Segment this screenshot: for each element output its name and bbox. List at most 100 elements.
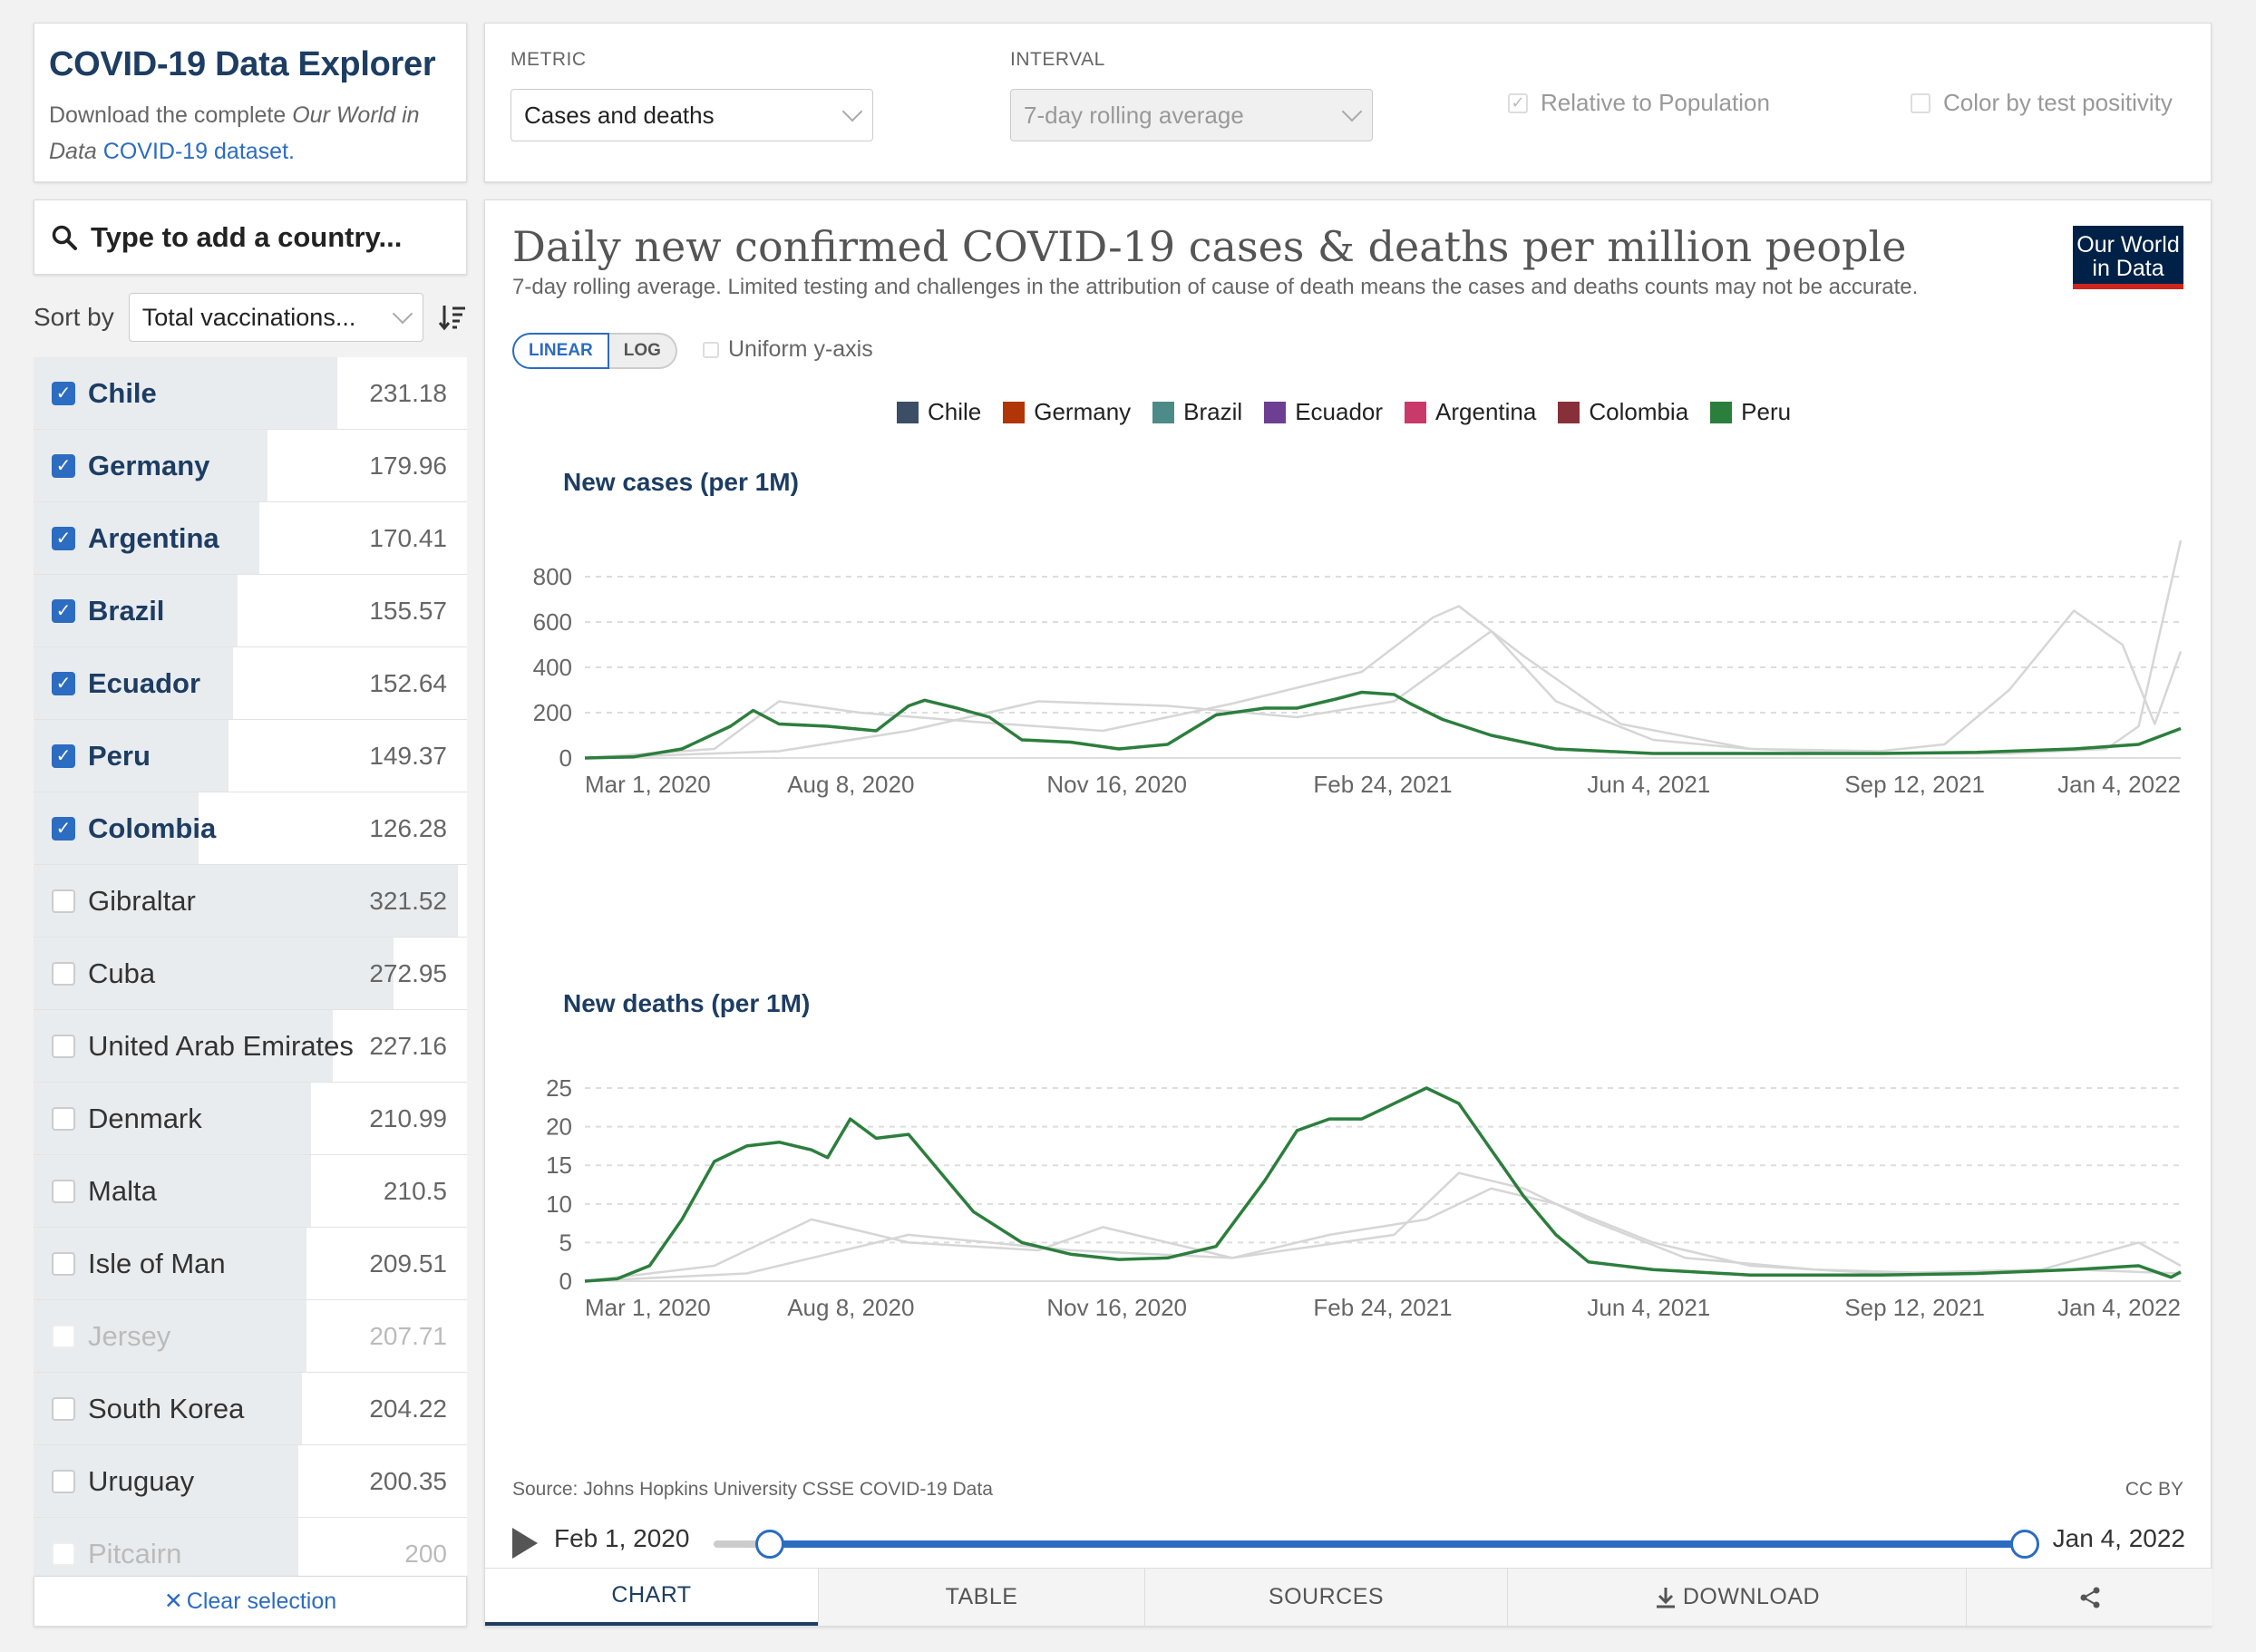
legend-item[interactable]: Chile <box>897 398 981 426</box>
country-value-bar <box>34 1445 298 1517</box>
close-icon: ✕ <box>163 1589 183 1614</box>
country-search[interactable]: Type to add a country... <box>34 199 467 275</box>
license-label[interactable]: CC BY <box>2125 1479 2183 1500</box>
empty-checkbox-icon[interactable] <box>52 1396 75 1421</box>
empty-checkbox-icon[interactable] <box>52 1251 75 1276</box>
country-name: Colombia <box>88 811 217 844</box>
legend-swatch <box>1710 401 1733 423</box>
tab-share[interactable] <box>1966 1569 2212 1626</box>
country-value-bar <box>34 865 459 937</box>
sort-select[interactable]: Total vaccinations... <box>128 293 423 342</box>
country-row[interactable]: ✓ Peru 149.37 <box>34 720 467 792</box>
country-row[interactable]: Gibraltar 321.52 <box>34 865 467 938</box>
legend-swatch <box>1003 401 1026 423</box>
metric-select[interactable]: Cases and deaths <box>511 89 873 141</box>
country-row[interactable]: ✓ Ecuador 152.64 <box>34 647 467 720</box>
country-row[interactable]: Malta 210.5 <box>34 1155 467 1228</box>
legend-item[interactable]: Germany <box>1003 398 1131 426</box>
y-tick-label: 400 <box>533 654 572 681</box>
empty-checkbox-icon[interactable] <box>52 1179 75 1203</box>
country-name: Pitcairn <box>88 1537 182 1569</box>
empty-checkbox-icon[interactable] <box>52 889 75 913</box>
share-icon <box>2080 1587 2099 1608</box>
legend-swatch <box>897 401 919 423</box>
timeline-end-handle[interactable] <box>2010 1530 2039 1559</box>
timeline-range <box>770 1540 2025 1548</box>
country-value: 179.96 <box>369 451 447 480</box>
country-row[interactable]: Jersey 207.71 <box>34 1300 467 1373</box>
empty-checkbox-icon[interactable] <box>52 1541 75 1566</box>
uniform-label: Uniform y-axis <box>728 336 873 362</box>
empty-checkbox-icon[interactable] <box>52 1324 75 1348</box>
series-line-chile <box>584 605 2183 760</box>
timeline-start-handle[interactable] <box>755 1530 784 1559</box>
checked-checkbox-icon[interactable]: ✓ <box>52 743 75 768</box>
relative-to-population-checkbox[interactable]: ✓ Relative to Population <box>1508 89 1770 117</box>
country-value: 152.64 <box>369 668 447 697</box>
tab-sources[interactable]: SOURCES <box>1144 1569 1507 1626</box>
empty-checkbox-icon[interactable] <box>52 1106 75 1131</box>
tab-table[interactable]: TABLE <box>818 1569 1144 1626</box>
legend-item[interactable]: Colombia <box>1558 398 1688 426</box>
country-name: Uruguay <box>88 1464 195 1497</box>
x-tick-label: Jan 4, 2022 <box>2057 1294 2181 1321</box>
empty-checkbox-icon[interactable] <box>52 1034 75 1058</box>
linear-scale-button[interactable]: LINEAR <box>512 333 609 369</box>
checked-checkbox-icon[interactable]: ✓ <box>52 671 75 695</box>
tab-download[interactable]: DOWNLOAD <box>1507 1569 1966 1626</box>
empty-checkbox-icon[interactable] <box>52 1469 75 1493</box>
country-row[interactable]: ✓ Brazil 155.57 <box>34 575 467 647</box>
timeline-start-date: Feb 1, 2020 <box>554 1524 690 1552</box>
x-tick-label: Sep 12, 2021 <box>1844 1294 1985 1321</box>
sort-order-icon[interactable] <box>438 303 467 332</box>
checked-checkbox-icon[interactable]: ✓ <box>52 526 75 550</box>
country-row[interactable]: Uruguay 200.35 <box>34 1445 467 1518</box>
color-by-positivity-checkbox[interactable]: Color by test positivity <box>1911 89 2173 117</box>
country-name: Brazil <box>88 594 165 627</box>
country-row[interactable]: ✓ Germany 179.96 <box>34 430 467 502</box>
country-value: 272.95 <box>369 958 447 987</box>
uniform-y-axis-checkbox[interactable]: Uniform y-axis <box>703 336 873 363</box>
country-row[interactable]: Denmark 210.99 <box>34 1083 467 1155</box>
owid-logo[interactable]: Our World in Data <box>2073 226 2183 289</box>
dataset-link[interactable]: COVID-19 dataset. <box>102 139 295 164</box>
country-row[interactable]: South Korea 204.22 <box>34 1373 467 1445</box>
tab-chart[interactable]: CHART <box>485 1569 818 1626</box>
log-scale-button[interactable]: LOG <box>608 333 677 369</box>
country-row[interactable]: ✓ Chile 231.18 <box>34 357 467 430</box>
country-row[interactable]: Isle of Man 209.51 <box>34 1228 467 1300</box>
country-row[interactable]: ✓ Argentina 170.41 <box>34 502 467 575</box>
series-line-argentina <box>584 539 2183 760</box>
controls-bar: METRIC Cases and deaths INTERVAL 7-day r… <box>484 23 2212 182</box>
empty-checkbox-icon[interactable] <box>52 961 75 986</box>
country-value: 170.41 <box>369 523 447 552</box>
chart-0: New cases (per 1M) 0 200 400 600 800 Mar 1, 20… <box>533 468 2183 798</box>
legend-item[interactable]: Peru <box>1710 398 1791 426</box>
legend-item[interactable]: Brazil <box>1152 398 1242 426</box>
y-tick-label: 0 <box>559 744 572 772</box>
country-row[interactable]: Pitcairn 200 <box>34 1518 467 1577</box>
checked-checkbox-icon[interactable]: ✓ <box>52 453 75 478</box>
checked-checkbox-icon[interactable]: ✓ <box>52 816 75 841</box>
y-tick-label: 600 <box>533 608 572 636</box>
timeline-track[interactable] <box>714 1530 2039 1559</box>
x-tick-label: Mar 1, 2020 <box>585 771 711 798</box>
legend-item[interactable]: Ecuador <box>1264 398 1383 426</box>
chart-title: Daily new confirmed COVID-19 cases & dea… <box>512 222 1907 271</box>
clear-selection-button[interactable]: ✕ Clear selection <box>34 1576 467 1627</box>
play-icon[interactable] <box>512 1528 538 1559</box>
country-value: 155.57 <box>369 596 447 625</box>
checked-checkbox-icon[interactable]: ✓ <box>52 598 75 623</box>
y-tick-label: 20 <box>546 1113 572 1141</box>
checked-checkbox-icon[interactable]: ✓ <box>52 381 75 405</box>
download-icon <box>1656 1587 1675 1608</box>
country-row[interactable]: United Arab Emirates 227.16 <box>34 1010 467 1083</box>
interval-select[interactable]: 7-day rolling average <box>1010 89 1373 141</box>
logo-line1: Our World <box>2076 232 2180 258</box>
country-row[interactable]: ✓ Colombia 126.28 <box>34 792 467 865</box>
y-tick-label: 15 <box>546 1152 572 1179</box>
country-row[interactable]: Cuba 272.95 <box>34 938 467 1010</box>
country-value: 149.37 <box>369 741 447 770</box>
legend-item[interactable]: Argentina <box>1405 398 1536 426</box>
